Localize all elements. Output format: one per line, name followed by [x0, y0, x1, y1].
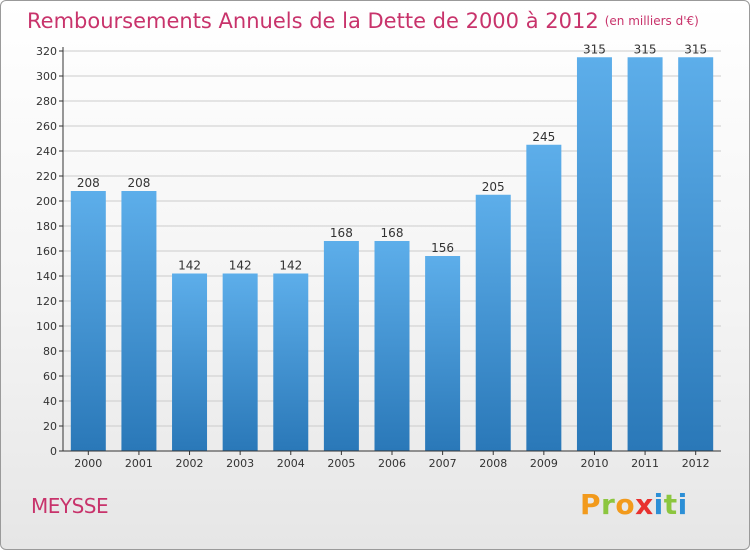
x-tick-label: 2001	[125, 457, 153, 470]
bar-2010	[576, 57, 612, 451]
y-tick-label: 160	[36, 245, 57, 258]
chart-title: Remboursements Annuels de la Dette de 20…	[27, 9, 699, 33]
y-tick-label: 0	[50, 445, 57, 458]
bar-2006	[374, 241, 410, 451]
logo-letter: x	[635, 488, 654, 521]
x-tick-label: 2012	[682, 457, 710, 470]
logo-letter: i	[653, 488, 664, 521]
data-label-2008: 205	[482, 180, 505, 194]
bar-2005	[323, 241, 359, 451]
logo-letter: o	[615, 488, 636, 521]
logo-letter: r	[601, 488, 616, 521]
bar-2004	[273, 273, 309, 451]
x-tick-label: 2006	[378, 457, 406, 470]
x-tick-label: 2007	[429, 457, 457, 470]
y-tick-label: 80	[43, 345, 57, 358]
bar-2007	[425, 256, 461, 451]
unit-note: (en milliers d'€)	[604, 14, 699, 28]
y-tick-label: 240	[36, 145, 57, 158]
y-tick-label: 20	[43, 420, 57, 433]
bar-2012	[678, 57, 714, 451]
x-axis-ticks: 2000 2001 2002 2003 2004 2005 2006 2007 2008 2009…	[74, 451, 710, 470]
x-tick-label: 2009	[530, 457, 558, 470]
y-tick-label: 140	[36, 270, 57, 283]
x-tick-label: 2005	[327, 457, 355, 470]
axes	[62, 47, 721, 452]
data-label-2001: 208	[127, 176, 150, 190]
y-tick-label: 60	[43, 370, 57, 383]
y-tick-label: 200	[36, 195, 57, 208]
data-label-2002: 142	[178, 259, 201, 273]
bar-2002	[172, 273, 208, 451]
data-label-2000: 208	[77, 176, 100, 190]
data-label-2003: 142	[229, 259, 252, 273]
x-tick-label: 2002	[176, 457, 204, 470]
data-label-2006: 168	[381, 226, 404, 240]
data-label-2009: 245	[532, 130, 555, 144]
bars	[70, 57, 714, 451]
y-tick-label: 220	[36, 170, 57, 183]
bar-2003	[222, 273, 258, 451]
data-label-2005: 168	[330, 226, 353, 240]
data-labels: 208 208 142 142 142 168 168 156 205 245 315 315 315	[77, 42, 707, 272]
logo-letter: i	[677, 488, 688, 521]
logo-letter: P	[580, 488, 602, 521]
bar-2008	[475, 194, 511, 451]
data-label-2010: 315	[583, 42, 606, 56]
y-tick-label: 40	[43, 395, 57, 408]
x-tick-label: 2008	[479, 457, 507, 470]
bar-2001	[121, 191, 157, 451]
bar-2009	[526, 144, 562, 451]
x-tick-label: 2003	[226, 457, 254, 470]
bar-2011	[627, 57, 663, 451]
city-name: MEYSSE	[31, 494, 109, 518]
y-tick-label: 180	[36, 220, 57, 233]
y-tick-label: 120	[36, 295, 57, 308]
chart-title-text: Remboursements Annuels de la Dette de 20…	[27, 9, 599, 33]
x-tick-label: 2011	[631, 457, 659, 470]
y-tick-label: 280	[36, 95, 57, 108]
x-tick-label: 2010	[580, 457, 608, 470]
data-label-2012: 315	[684, 42, 707, 56]
y-tick-label: 100	[36, 320, 57, 333]
y-tick-label: 320	[36, 45, 57, 58]
logo-letter: t	[663, 488, 678, 521]
data-label-2011: 315	[634, 42, 657, 56]
proxiti-logo: Proxiti	[580, 488, 688, 521]
data-label-2007: 156	[431, 241, 454, 255]
data-label-2004: 142	[279, 259, 302, 273]
y-tick-label: 300	[36, 70, 57, 83]
y-axis-ticks: 0 20 40 60 80 100 120 140 160 180 200 220 240 260 280 3…	[36, 45, 63, 458]
bar-2000	[70, 191, 106, 451]
x-tick-label: 2000	[74, 457, 102, 470]
x-tick-label: 2004	[277, 457, 305, 470]
y-tick-label: 260	[36, 120, 57, 133]
